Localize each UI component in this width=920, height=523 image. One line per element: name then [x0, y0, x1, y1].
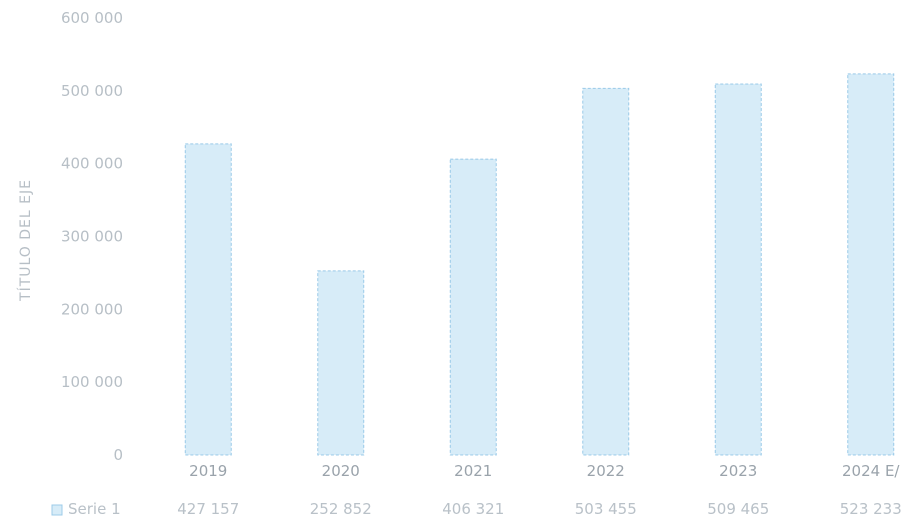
y-axis-ticks: 0 100 000 200 000 300 000 400 000 500 000 600 … — [61, 9, 123, 464]
bar — [317, 270, 365, 456]
x-category-label: 2023 — [719, 462, 757, 480]
x-category-label: 2019 — [189, 462, 227, 480]
bar — [184, 143, 232, 456]
legend-swatch — [51, 504, 63, 516]
bar — [582, 87, 630, 456]
value-label: 523 233 — [840, 500, 902, 518]
y-tick-label: 400 000 — [61, 155, 123, 173]
y-tick-label: 300 000 — [61, 228, 123, 246]
value-label: 252 852 — [310, 500, 372, 518]
value-label: 406 321 — [442, 500, 504, 518]
y-axis-label: TÍTULO DEL EJE — [17, 179, 34, 302]
bar — [449, 158, 497, 456]
y-tick-label: 600 000 — [61, 9, 123, 27]
y-tick-label: 0 — [113, 446, 123, 464]
x-axis-categories: 2019 2020 2021 2022 2023 2024 E/ — [189, 462, 900, 480]
legend-series-name: Serie 1 — [68, 500, 121, 518]
y-tick-label: 100 000 — [61, 373, 123, 391]
legend-data-table-row: Serie 1 — [51, 500, 121, 518]
value-labels: 427 157 252 852 406 321 503 455 509 465 523 2… — [177, 500, 902, 518]
value-label: 503 455 — [575, 500, 637, 518]
x-category-label: 2024 E/ — [842, 462, 900, 480]
x-category-label: 2022 — [587, 462, 625, 480]
y-tick-label: 500 000 — [61, 82, 123, 100]
x-category-label: 2020 — [322, 462, 360, 480]
y-tick-label: 200 000 — [61, 300, 123, 318]
bar — [847, 73, 895, 456]
bars — [184, 73, 895, 456]
bar — [714, 83, 762, 456]
value-label: 427 157 — [177, 500, 239, 518]
value-label: 509 465 — [707, 500, 769, 518]
x-category-label: 2021 — [454, 462, 492, 480]
